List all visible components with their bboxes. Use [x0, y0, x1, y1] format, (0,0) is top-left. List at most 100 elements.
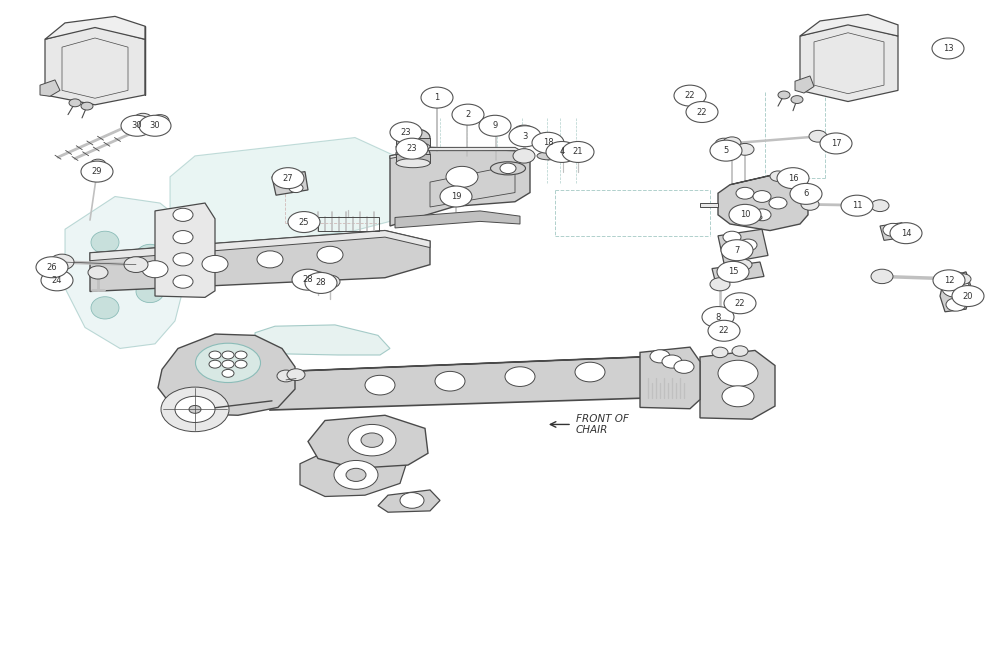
Circle shape: [933, 270, 965, 291]
Text: 3: 3: [522, 132, 528, 141]
Circle shape: [871, 269, 893, 284]
Circle shape: [778, 91, 790, 99]
Circle shape: [41, 270, 73, 291]
Text: 22: 22: [685, 91, 695, 100]
Circle shape: [674, 85, 706, 106]
Polygon shape: [800, 14, 898, 36]
Circle shape: [421, 87, 453, 108]
Polygon shape: [730, 176, 808, 193]
Ellipse shape: [537, 152, 559, 160]
Circle shape: [809, 130, 827, 142]
Text: 5: 5: [723, 146, 729, 155]
Text: 11: 11: [852, 201, 862, 210]
Text: 16: 16: [788, 174, 798, 183]
Polygon shape: [45, 16, 145, 39]
Polygon shape: [158, 334, 295, 415]
Circle shape: [390, 122, 422, 143]
Circle shape: [702, 307, 734, 328]
Ellipse shape: [396, 145, 430, 163]
Circle shape: [189, 405, 201, 413]
Circle shape: [712, 347, 728, 358]
Circle shape: [557, 147, 569, 155]
Circle shape: [90, 159, 106, 170]
Circle shape: [505, 367, 535, 386]
Polygon shape: [795, 76, 814, 93]
Circle shape: [284, 179, 298, 188]
Circle shape: [202, 255, 228, 272]
Text: 23: 23: [401, 128, 411, 137]
Text: 24: 24: [52, 276, 62, 285]
Circle shape: [753, 209, 771, 221]
Circle shape: [320, 275, 340, 288]
Circle shape: [142, 261, 168, 278]
Circle shape: [305, 272, 337, 293]
Text: 4: 4: [559, 147, 565, 157]
Circle shape: [292, 269, 324, 290]
Polygon shape: [300, 447, 408, 496]
Text: 2: 2: [465, 110, 471, 119]
Circle shape: [346, 468, 366, 481]
Polygon shape: [396, 138, 430, 147]
Polygon shape: [430, 165, 515, 207]
Circle shape: [509, 126, 541, 147]
Text: 13: 13: [943, 44, 953, 53]
Circle shape: [791, 96, 803, 103]
Circle shape: [686, 102, 718, 122]
Polygon shape: [396, 154, 430, 163]
Circle shape: [222, 360, 234, 368]
Ellipse shape: [91, 297, 119, 319]
Circle shape: [452, 104, 484, 125]
Circle shape: [288, 212, 320, 233]
Text: 28: 28: [303, 275, 313, 284]
Circle shape: [871, 200, 889, 212]
Polygon shape: [90, 231, 430, 291]
Circle shape: [945, 272, 967, 286]
Circle shape: [732, 297, 748, 308]
Circle shape: [710, 140, 742, 161]
Circle shape: [769, 197, 787, 209]
Circle shape: [790, 183, 822, 204]
Text: 1: 1: [434, 93, 440, 102]
Ellipse shape: [490, 162, 526, 175]
Circle shape: [532, 132, 564, 153]
Circle shape: [134, 113, 152, 125]
Text: 27: 27: [283, 174, 293, 183]
Text: 20: 20: [963, 291, 973, 301]
Circle shape: [440, 186, 472, 207]
Circle shape: [721, 240, 753, 261]
Text: 18: 18: [543, 138, 553, 147]
Polygon shape: [880, 223, 906, 240]
Circle shape: [173, 253, 193, 266]
Circle shape: [753, 191, 771, 202]
Circle shape: [435, 371, 465, 391]
Ellipse shape: [136, 244, 164, 267]
Circle shape: [272, 168, 304, 189]
Circle shape: [209, 360, 221, 368]
Circle shape: [289, 183, 303, 193]
Polygon shape: [395, 211, 520, 228]
Circle shape: [396, 138, 428, 159]
Polygon shape: [378, 490, 440, 512]
Polygon shape: [270, 357, 680, 372]
Circle shape: [729, 250, 747, 261]
Text: 25: 25: [299, 217, 309, 227]
Circle shape: [890, 223, 922, 244]
Polygon shape: [700, 350, 775, 419]
Circle shape: [458, 107, 476, 119]
Polygon shape: [170, 138, 395, 250]
Circle shape: [777, 168, 809, 189]
Ellipse shape: [136, 280, 164, 303]
Circle shape: [952, 286, 984, 307]
Text: 7: 7: [734, 246, 740, 255]
Circle shape: [446, 187, 466, 200]
Polygon shape: [270, 357, 680, 410]
Circle shape: [513, 149, 535, 163]
Text: 19: 19: [451, 192, 461, 201]
Circle shape: [479, 115, 511, 136]
Polygon shape: [90, 231, 430, 261]
Circle shape: [513, 125, 535, 140]
Circle shape: [277, 370, 295, 382]
Circle shape: [88, 266, 108, 279]
Circle shape: [715, 138, 733, 150]
Ellipse shape: [396, 128, 430, 147]
